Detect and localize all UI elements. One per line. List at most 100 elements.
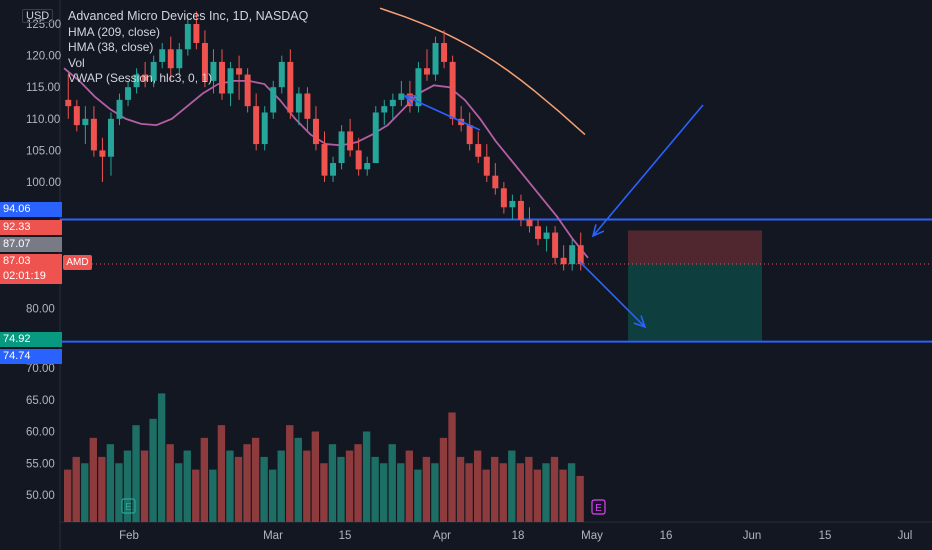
position-target-zone[interactable] <box>628 263 762 341</box>
arrow-trend-small[interactable] <box>404 95 481 131</box>
x-tick-label: 15 <box>819 530 832 542</box>
candle-body <box>236 68 243 75</box>
candle-body <box>475 144 482 157</box>
volume-bar <box>277 450 285 522</box>
candle-body <box>73 106 80 126</box>
candle-body <box>355 150 362 170</box>
volume-bar <box>559 469 567 522</box>
candle-body <box>133 74 140 88</box>
candle-body <box>492 175 499 189</box>
candle-body <box>441 42 448 62</box>
x-tick-label: 15 <box>339 530 352 542</box>
indicator-hma209[interactable]: HMA (209, close) <box>68 24 161 39</box>
indicator-volume[interactable]: Vol <box>68 55 85 70</box>
candle-body <box>381 106 388 113</box>
volume-bar <box>456 456 465 522</box>
price-tag: 74.92 <box>0 332 62 347</box>
y-tick-label: 60.00 <box>26 427 55 439</box>
x-tick-label: 18 <box>512 530 525 542</box>
volume-bar <box>397 463 405 522</box>
volume-bar <box>217 425 226 522</box>
volume-bar <box>64 469 72 522</box>
x-tick-label: Mar <box>263 530 283 542</box>
candle-body <box>372 112 379 164</box>
earnings-marker-past[interactable] <box>121 498 136 514</box>
y-tick-label: 105.00 <box>26 145 61 157</box>
volume-bar <box>542 463 550 522</box>
candle-body <box>159 49 166 62</box>
candle-body <box>210 61 217 81</box>
price-tag: 94.06 <box>0 202 62 217</box>
candle-body <box>321 144 328 176</box>
candle-body <box>552 232 559 258</box>
earnings-marker-upcoming-letter: E <box>595 503 602 514</box>
volume-bar <box>516 463 525 522</box>
volume-bar <box>303 450 311 522</box>
volume-bar <box>98 456 106 522</box>
volume-bar <box>354 444 362 522</box>
candle-body <box>227 68 234 94</box>
chart-legend: Advanced Micro Devices Inc, 1D, NASDAQ H… <box>68 9 308 87</box>
x-tick-label: Jul <box>898 530 913 542</box>
volume-bar <box>166 444 174 522</box>
position-stop-zone[interactable] <box>628 230 762 264</box>
candle-body <box>398 93 405 100</box>
hma-209-line[interactable] <box>379 7 586 136</box>
candle-body <box>184 24 191 50</box>
candle-body <box>466 125 473 145</box>
candle-body <box>543 232 550 239</box>
volume-bar <box>508 450 516 522</box>
candle-body <box>253 106 260 145</box>
volume-bar <box>328 444 337 522</box>
candle-body <box>142 74 149 81</box>
candle-body <box>219 61 225 94</box>
candle-body <box>304 93 311 119</box>
candle-body <box>295 93 302 113</box>
price-tag: 74.74 <box>0 349 62 364</box>
x-tick-label: Feb <box>119 530 139 542</box>
volume-bar <box>149 418 157 522</box>
volume-bar <box>422 456 431 522</box>
x-tick-label: 16 <box>660 530 673 542</box>
candle-body <box>167 49 174 69</box>
candle-body <box>483 156 490 176</box>
candle-body <box>150 61 157 81</box>
arrow-trend-small-head <box>403 94 418 106</box>
candle-body <box>107 118 114 157</box>
price-tag: 92.33 <box>0 220 62 235</box>
volume-bar <box>192 469 200 522</box>
earnings-marker-upcoming[interactable] <box>591 499 606 515</box>
volume-bar <box>200 437 208 522</box>
volume-bar <box>115 463 123 522</box>
candle-body <box>193 24 200 43</box>
indicator-vwap[interactable]: VWAP (Session, hlc3, 0, 1) <box>68 71 213 86</box>
arrow-down-left-head <box>591 224 605 238</box>
currency-label[interactable]: USD <box>22 9 54 23</box>
price-tag: 87.03 <box>0 254 62 269</box>
volume-bar <box>388 444 396 522</box>
candle-body <box>449 61 456 119</box>
candle-body <box>82 118 89 126</box>
indicator-hma38[interactable]: HMA (38, close) <box>68 40 154 55</box>
arrow-down-right[interactable] <box>579 261 646 328</box>
candle-body <box>526 219 533 227</box>
volume-bar <box>320 463 328 522</box>
volume-bar <box>567 463 576 522</box>
volume-bar <box>260 456 268 522</box>
volume-bar <box>362 431 371 522</box>
y-tick-label: 50.00 <box>26 490 55 502</box>
volume-bar <box>72 456 80 522</box>
volume-bar <box>525 456 533 522</box>
candle-body <box>125 87 132 100</box>
volume-bar <box>491 456 499 522</box>
candle-body <box>560 257 567 265</box>
candle-body <box>389 99 396 107</box>
volume-bar <box>106 444 115 522</box>
volume-bar <box>234 456 243 522</box>
volume-bar <box>226 450 234 522</box>
y-tick-label: 65.00 <box>26 395 55 407</box>
volume-bar <box>209 469 217 522</box>
volume-bar <box>337 456 345 522</box>
arrow-down-left[interactable] <box>592 104 704 237</box>
